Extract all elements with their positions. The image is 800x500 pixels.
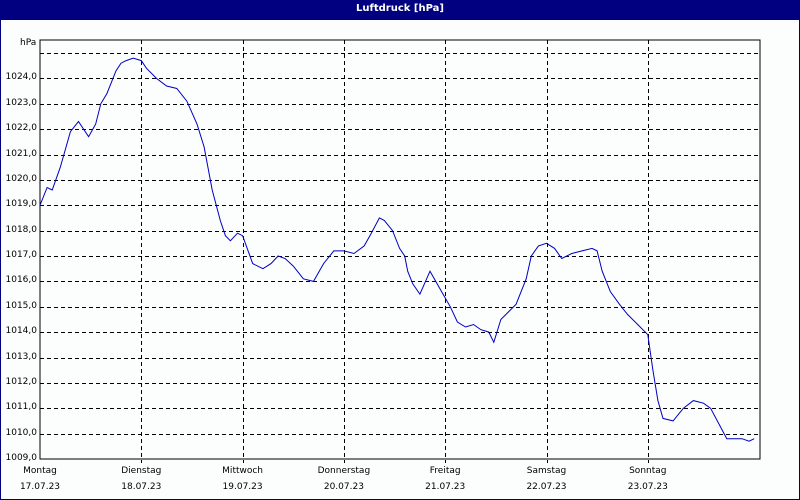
y-tick-label: 1015,0 [5, 300, 38, 311]
y-tick-label: 1022,0 [5, 123, 38, 134]
grid-lines [40, 40, 760, 463]
y-tick-label: 1012,0 [5, 376, 38, 387]
x-tick-day-label: Samstag [526, 466, 567, 476]
pressure-series-line [39, 57, 755, 442]
y-tick-label: 1020,0 [5, 173, 38, 184]
x-tick-day-label: Sonntag [629, 466, 667, 476]
y-tick-label: 1021,0 [5, 148, 38, 159]
chart-title: Luftdruck [hPa] [0, 0, 800, 20]
x-tick-day-label: Dienstag [121, 466, 162, 476]
x-tick-date-label: 22.07.23 [526, 482, 567, 492]
y-tick-label: 1011,0 [5, 402, 38, 413]
y-tick-label: 1019,0 [5, 199, 38, 210]
y-tick-label: 1014,0 [5, 326, 38, 337]
x-tick-date-label: 23.07.23 [627, 482, 668, 492]
y-tick-label: 1016,0 [5, 275, 38, 286]
x-tick-day-label: Freitag [429, 466, 461, 476]
plot-area-border [39, 39, 761, 460]
x-tick-day-label: Montag [23, 466, 57, 476]
y-tick-label: 1009,0 [5, 453, 38, 463]
x-tick-date-label: 17.07.23 [19, 482, 61, 492]
x-tick-day-label: Donnerstag [317, 466, 371, 476]
x-tick-date-label: 19.07.23 [222, 482, 263, 492]
x-tick-date-label: 20.07.23 [323, 482, 364, 492]
x-tick-date-label: 21.07.23 [425, 482, 466, 492]
y-tick-label: 1010,0 [5, 427, 38, 438]
y-tick-label: 1018,0 [5, 224, 38, 235]
x-tick-day-label: Mittwoch [222, 466, 264, 476]
y-tick-label: 1024,0 [5, 72, 38, 83]
y-tick-label: 1013,0 [5, 351, 38, 362]
x-tick-date-label: 18.07.23 [121, 482, 162, 492]
y-axis-unit-label: hPa [20, 38, 37, 48]
y-tick-label: 1017,0 [5, 250, 38, 260]
y-tick-label: 1023,0 [5, 97, 38, 108]
